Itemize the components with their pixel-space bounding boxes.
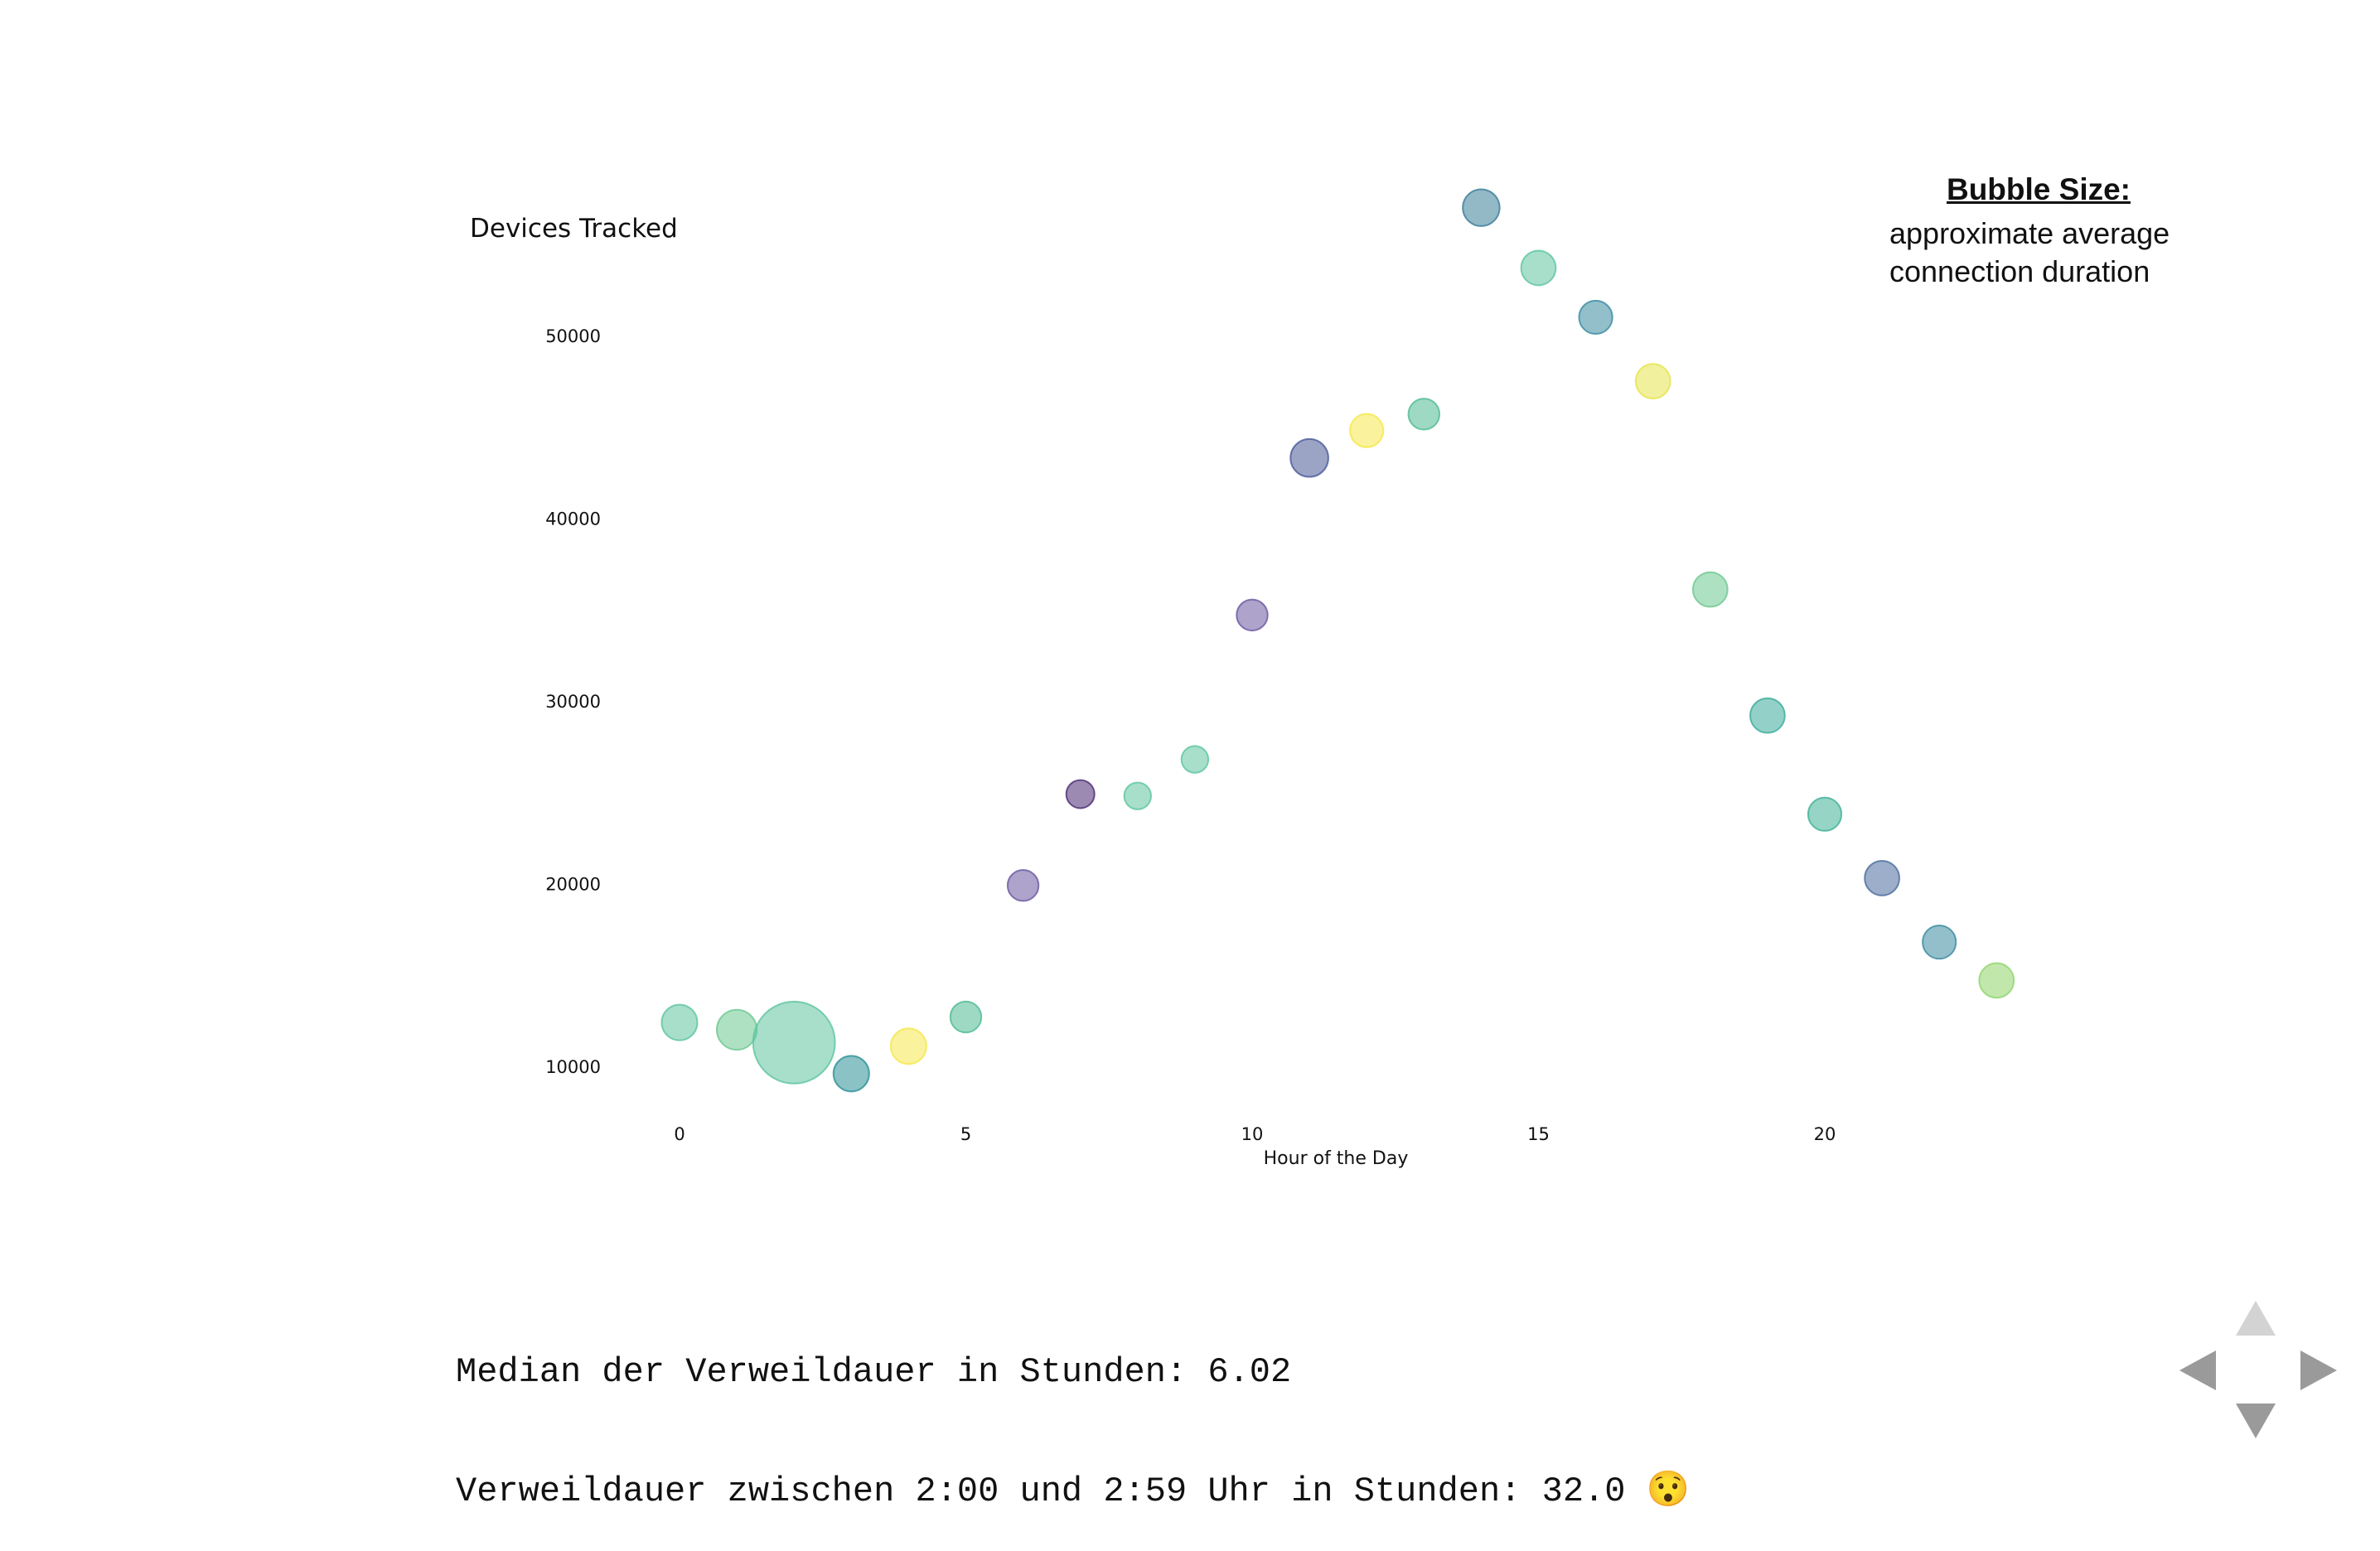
bubble-point: [832, 1055, 870, 1093]
y-tick-label: 40000: [545, 510, 601, 529]
slide-navigation: [2179, 1301, 2337, 1442]
bubble-point: [1578, 299, 1613, 336]
bubbles: [660, 188, 2015, 1093]
bubble-point: [1065, 779, 1096, 809]
bubble-chart: 10000 20000 30000 40000 50000 0 5 10 15 20 Devic…: [470, 188, 2015, 1169]
bubble-point: [1123, 781, 1153, 810]
cell-output: Median der Verweildauer in Stunden: 6.02…: [456, 1273, 1690, 1551]
bubble-point: [1634, 363, 1671, 400]
bubble-point: [1520, 249, 1557, 287]
bubble-size-legend: Bubble Size: approximate average connect…: [1815, 170, 2262, 291]
bubble-point: [716, 1008, 758, 1051]
arrow-left-icon[interactable]: [2179, 1350, 2216, 1390]
legend-title: Bubble Size:: [1946, 172, 2131, 206]
bubble-point: [1006, 869, 1040, 902]
bubble-point: [1407, 398, 1441, 431]
bubble-point: [752, 1000, 836, 1085]
arrow-right-icon[interactable]: [2300, 1350, 2337, 1390]
legend-text: approximate average connection duration: [1889, 216, 2170, 288]
bubble-point: [1180, 745, 1210, 774]
x-axis-label: Hour of the Day: [1264, 1148, 1409, 1169]
bubble-point: [889, 1027, 927, 1065]
bubble-point: [1289, 437, 1329, 478]
x-tick-label: 0: [674, 1124, 684, 1144]
y-tick-label: 10000: [545, 1057, 601, 1077]
output-line-median: Median der Verweildauer in Stunden: 6.02: [456, 1352, 1292, 1392]
y-tick-label: 50000: [545, 326, 601, 346]
bubble-point: [1236, 598, 1269, 632]
bubble-point: [1691, 571, 1729, 608]
x-tick-label: 20: [1814, 1124, 1836, 1144]
bubble-point: [1922, 924, 1957, 960]
bubble-point: [1462, 188, 1501, 227]
x-tick-label: 5: [960, 1124, 971, 1144]
x-tick-label: 10: [1241, 1124, 1264, 1144]
bubble-point: [660, 1003, 699, 1041]
arrow-up-icon[interactable]: [2236, 1301, 2276, 1336]
y-tick-label: 20000: [545, 875, 601, 895]
bubble-point: [1864, 859, 1901, 896]
x-tick-label: 15: [1527, 1124, 1550, 1144]
y-axis-ticks: 10000 20000 30000 40000 50000: [545, 326, 601, 1077]
y-axis-label: Devices Tracked: [470, 214, 678, 244]
bubble-point: [1807, 796, 1843, 832]
bubble-point: [1349, 413, 1385, 448]
arrow-down-icon[interactable]: [2236, 1404, 2276, 1438]
y-tick-label: 30000: [545, 692, 601, 712]
bubble-point: [1749, 697, 1786, 734]
bubble-point: [1978, 962, 2015, 999]
output-line-two-oclock: Verweildauer zwischen 2:00 und 2:59 Uhr …: [456, 1471, 1690, 1511]
x-axis-ticks: 0 5 10 15 20: [674, 1124, 1836, 1144]
bubble-point: [949, 1000, 983, 1034]
